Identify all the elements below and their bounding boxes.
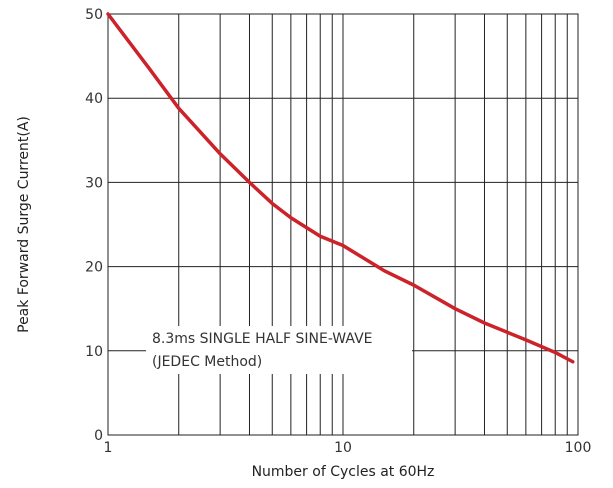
x-tick-label: 10 xyxy=(334,440,352,456)
y-tick-label: 40 xyxy=(85,91,103,107)
annotation-background xyxy=(146,326,412,374)
annotation-line-2: (JEDEC Method) xyxy=(152,354,262,370)
x-tick-labels: 1 10 100 xyxy=(104,440,592,456)
x-tick-label: 100 xyxy=(565,440,592,456)
y-tick-label: 30 xyxy=(85,175,103,191)
y-axis-label: Peak Forward Surge Current(A) xyxy=(16,116,32,333)
series-group xyxy=(106,12,575,364)
y-tick-label: 50 xyxy=(85,7,103,23)
y-tick-label: 0 xyxy=(94,428,103,444)
x-tick-label: 1 xyxy=(104,440,113,456)
plot-frame xyxy=(107,13,579,436)
series-line-0 xyxy=(106,12,575,364)
annotation-box: 8.3ms SINGLE HALF SINE-WAVE (JEDEC Metho… xyxy=(146,326,412,374)
x-axis-label: Number of Cycles at 60Hz xyxy=(252,464,435,480)
y-tick-label: 10 xyxy=(85,344,103,360)
annotation-line-1: 8.3ms SINGLE HALF SINE-WAVE xyxy=(152,331,373,347)
y-tick-labels: 0 10 20 30 40 50 xyxy=(85,7,103,444)
y-tick-label: 20 xyxy=(85,260,103,276)
